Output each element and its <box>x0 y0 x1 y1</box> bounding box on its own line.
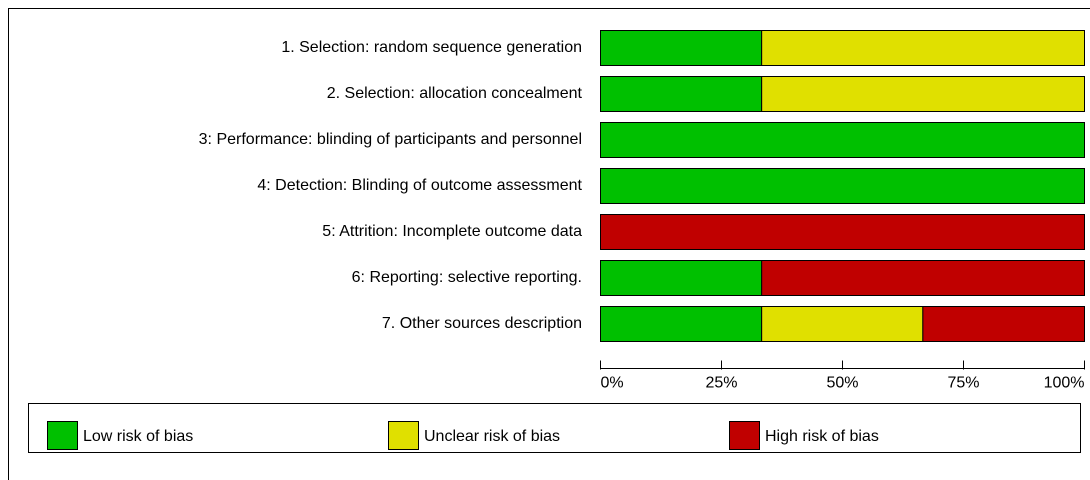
legend-label: High risk of bias <box>765 428 879 445</box>
bar-segment <box>600 214 1085 250</box>
bar-segment <box>761 30 1085 66</box>
frame <box>8 8 1090 480</box>
legend-swatch <box>729 421 760 450</box>
legend-label: Low risk of bias <box>83 428 193 445</box>
bar-segment <box>600 306 763 342</box>
legend-swatch <box>388 421 419 450</box>
x-tick-label: 75% <box>947 375 979 392</box>
category-label: 3: Performance: blinding of participants… <box>199 131 582 148</box>
category-label: 1. Selection: random sequence generation <box>281 39 582 56</box>
x-tick-label: 50% <box>826 375 858 392</box>
category-label: 7. Other sources description <box>382 315 582 332</box>
bar-segment <box>600 168 1085 204</box>
x-tick-label: 25% <box>705 375 737 392</box>
bar-segment <box>761 260 1085 296</box>
category-label: 4: Detection: Blinding of outcome assess… <box>257 177 582 194</box>
category-label: 2. Selection: allocation concealment <box>327 85 583 102</box>
bar-segment <box>922 306 1085 342</box>
x-tick-label: 0% <box>601 375 624 392</box>
bar-segment <box>600 76 763 112</box>
bar-segment <box>600 122 1085 158</box>
legend-label: Unclear risk of bias <box>424 428 560 445</box>
bar-segment <box>761 306 924 342</box>
bar-segment <box>761 76 1085 112</box>
x-tick-label: 100% <box>1044 375 1085 392</box>
legend-box <box>28 403 1081 453</box>
bar-segment <box>600 30 763 66</box>
category-label: 6: Reporting: selective reporting. <box>352 269 582 286</box>
legend-swatch <box>47 421 78 450</box>
category-label: 5: Attrition: Incomplete outcome data <box>322 223 582 240</box>
bar-segment <box>600 260 763 296</box>
